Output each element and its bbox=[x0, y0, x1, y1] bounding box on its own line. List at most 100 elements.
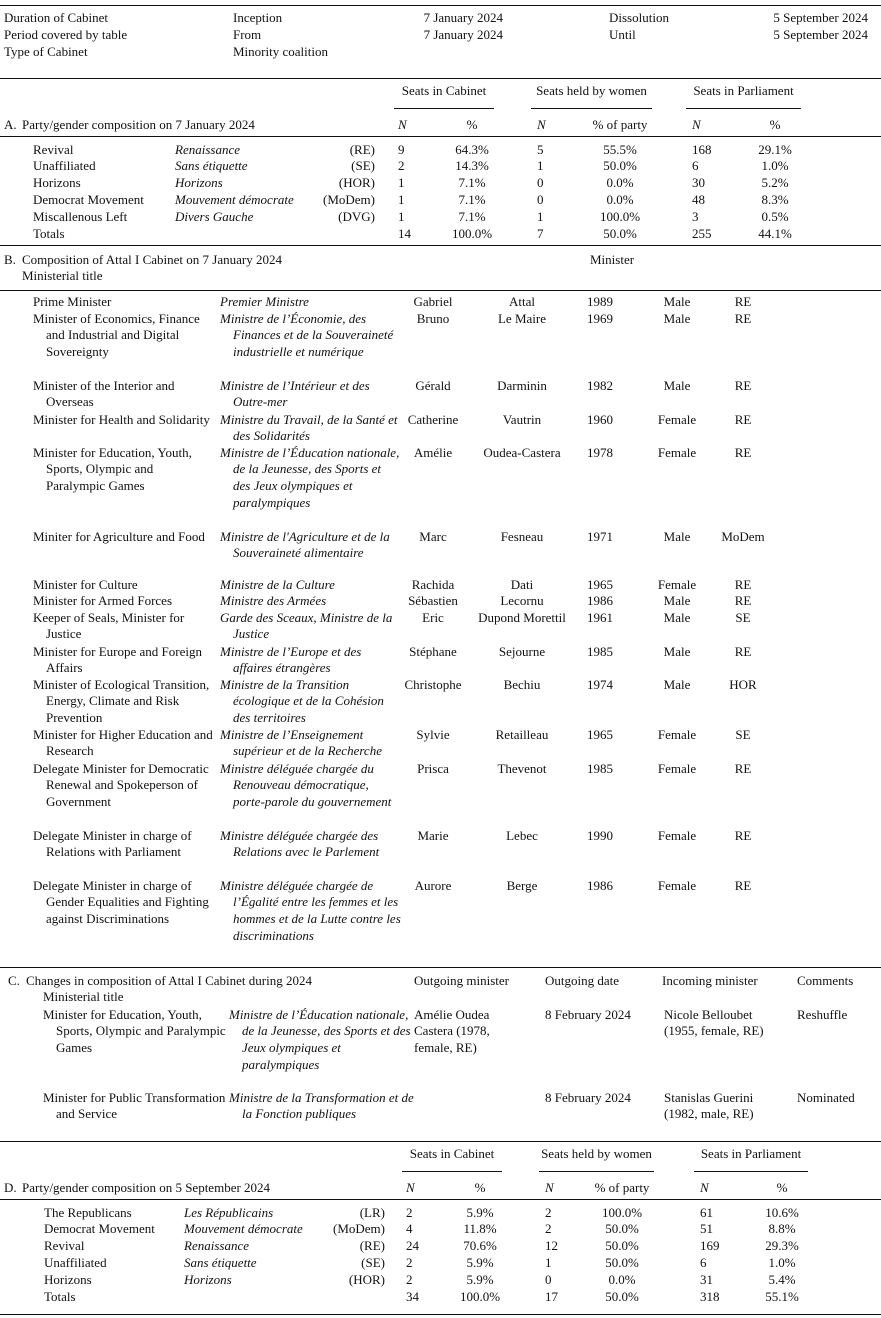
ministerial-title: Minister for Health and Solidarity bbox=[33, 411, 210, 427]
section-title: Party/gender composition on 5 September … bbox=[22, 1179, 271, 1195]
column-header: Outgoing minister bbox=[414, 972, 509, 988]
party: SE bbox=[735, 726, 751, 742]
count-value: 169 bbox=[700, 1238, 720, 1254]
minister-first-name: Sylvie bbox=[416, 726, 450, 742]
percent-value: 11.8% bbox=[463, 1221, 497, 1237]
column-header: Ministerial title bbox=[43, 988, 124, 1004]
count-value: 2 bbox=[406, 1254, 413, 1270]
count-value: 6 bbox=[700, 1254, 707, 1270]
gender: Female bbox=[657, 827, 697, 843]
horizontal-rule bbox=[0, 290, 881, 292]
ministerial-title-french: Ministre de la Culture bbox=[220, 576, 335, 592]
column-header: Comments bbox=[797, 972, 854, 988]
horizontal-rule bbox=[0, 967, 881, 969]
header-value: 7 January 2024 bbox=[423, 9, 503, 25]
section-letter: C. bbox=[8, 972, 20, 988]
party: RE bbox=[734, 877, 752, 893]
gender: Female bbox=[657, 877, 697, 893]
minister-last-name: Dupond Morettil bbox=[478, 609, 566, 625]
birth-year: 1960 bbox=[587, 411, 613, 427]
incoming-minister: Stanislas Guerini (1982, male, RE) bbox=[664, 1089, 754, 1122]
minister-first-name: Christophe bbox=[404, 676, 462, 692]
count-value: 2 bbox=[406, 1271, 413, 1287]
column-group-header: Seats held by women bbox=[536, 82, 647, 98]
gender: Female bbox=[657, 444, 697, 460]
percent-value: 5.4% bbox=[768, 1271, 796, 1287]
minister-last-name: Attal bbox=[509, 293, 535, 309]
count-value: 1 bbox=[545, 1254, 552, 1270]
party-name: Unaffiliated bbox=[33, 158, 96, 174]
count-value: 51 bbox=[700, 1221, 713, 1237]
section-title: Composition of Attal I Cabinet on 7 Janu… bbox=[22, 251, 282, 267]
percent-value: 0.0% bbox=[606, 175, 634, 191]
percent-value: 5.9% bbox=[466, 1204, 494, 1220]
totals-label: Totals bbox=[33, 225, 65, 241]
header-label: Period covered by table bbox=[4, 26, 128, 42]
minister-first-name: Gabriel bbox=[413, 293, 453, 309]
count-value: 9 bbox=[398, 141, 405, 157]
ministerial-title: Delegate Minister in charge of Gender Eq… bbox=[33, 877, 209, 926]
birth-year: 1965 bbox=[587, 726, 613, 742]
column-header: Incoming minister bbox=[662, 972, 758, 988]
column-group-header: Seats in Parliament bbox=[700, 1145, 802, 1161]
party-abbreviation: (MoDem) bbox=[333, 1221, 385, 1237]
gender: Male bbox=[663, 528, 691, 544]
party: RE bbox=[734, 760, 752, 776]
minister-last-name: Retailleau bbox=[495, 726, 549, 742]
count-value: 2 bbox=[545, 1221, 552, 1237]
birth-year: 1986 bbox=[587, 877, 613, 893]
party-name: The Republicans bbox=[44, 1204, 132, 1220]
horizontal-rule bbox=[0, 78, 881, 80]
count-value: 17 bbox=[545, 1288, 558, 1304]
section-letter: A. bbox=[4, 116, 17, 132]
ministerial-title-french: Ministre de l’Enseignement supérieur et … bbox=[220, 726, 382, 759]
minister-last-name: Berge bbox=[506, 877, 538, 893]
percent-value: 70.6% bbox=[463, 1238, 497, 1254]
header-key: Dissolution bbox=[609, 9, 669, 25]
minister-first-name: Stéphane bbox=[409, 643, 457, 659]
column-header: N bbox=[398, 116, 407, 132]
ministerial-title: Minister of Ecological Transition, Energ… bbox=[33, 676, 210, 725]
gender: Male bbox=[663, 676, 691, 692]
header-key: Until bbox=[609, 26, 636, 42]
count-value: 1 bbox=[537, 208, 544, 224]
count-value: 61 bbox=[700, 1204, 713, 1220]
ministerial-title: Minister of Economics, Finance and Indus… bbox=[33, 310, 200, 359]
ministerial-title: Minister for Armed Forces bbox=[33, 592, 173, 608]
party-french-name: Sans étiquette bbox=[175, 158, 248, 174]
party: RE bbox=[734, 293, 752, 309]
party-name: Democrat Movement bbox=[44, 1221, 155, 1237]
percent-value: 7.1% bbox=[458, 191, 486, 207]
gender: Female bbox=[657, 411, 697, 427]
count-value: 0 bbox=[545, 1271, 552, 1287]
count-value: 5 bbox=[537, 141, 544, 157]
gender: Male bbox=[663, 310, 691, 326]
ministerial-title-french: Ministre de l’Intérieur et des Outre-mer bbox=[220, 377, 370, 410]
column-group-underline bbox=[402, 1171, 502, 1172]
count-value: 24 bbox=[406, 1238, 419, 1254]
minister-first-name: Bruno bbox=[416, 310, 450, 326]
party: HOR bbox=[729, 676, 757, 692]
column-header: N bbox=[537, 116, 546, 132]
party: RE bbox=[734, 377, 752, 393]
ministerial-title-french: Ministre déléguée chargée des Relations … bbox=[220, 827, 380, 860]
party-abbreviation: (RE) bbox=[349, 141, 375, 157]
birth-year: 1989 bbox=[587, 293, 613, 309]
party-name: Revival bbox=[44, 1238, 85, 1254]
percent-value: 8.3% bbox=[761, 191, 789, 207]
birth-year: 1961 bbox=[587, 609, 613, 625]
ministerial-title: Delegate Minister for Democratic Renewal… bbox=[33, 760, 209, 809]
percent-value: 1.0% bbox=[761, 158, 789, 174]
birth-year: 1965 bbox=[587, 576, 613, 592]
minister-first-name: Aurore bbox=[414, 877, 452, 893]
party: MoDem bbox=[721, 528, 765, 544]
count-value: 31 bbox=[700, 1271, 713, 1287]
header-value: 5 September 2024 bbox=[773, 26, 868, 42]
header-value: 5 September 2024 bbox=[773, 9, 868, 25]
section-title: Party/gender composition on 7 January 20… bbox=[22, 116, 255, 132]
percent-value: 5.9% bbox=[466, 1254, 494, 1270]
count-value: 1 bbox=[398, 191, 405, 207]
minister-last-name: Lecornu bbox=[500, 592, 544, 608]
party: RE bbox=[734, 444, 752, 460]
column-header: N bbox=[406, 1179, 415, 1195]
